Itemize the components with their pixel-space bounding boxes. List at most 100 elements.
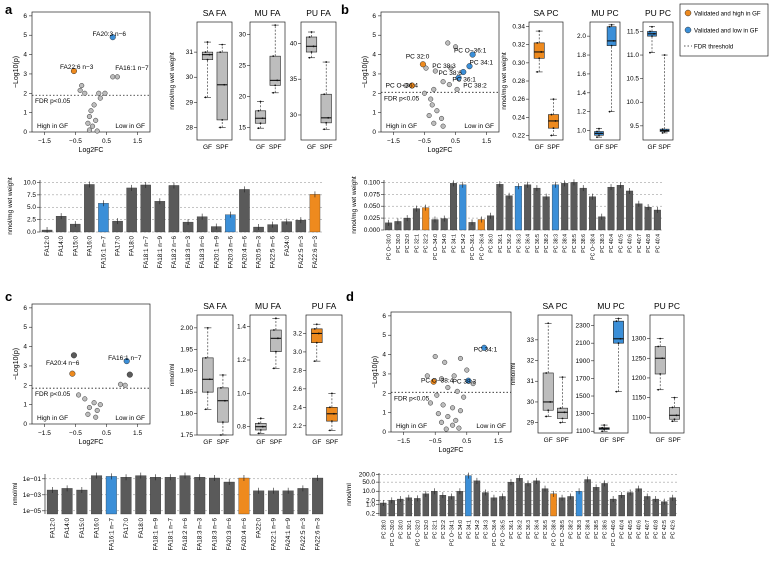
plot-frame [390,311,512,433]
point-label: PC O−38:4 [421,378,454,385]
y-tick-label: 2.2 [293,423,302,430]
category-label: PC 38:3 [577,520,583,539]
y-tick-label: 0.24 [512,114,525,121]
y-tick-label: 1100 [576,428,590,435]
category-label: FA22:5 n−6 [270,236,277,269]
category-label: FA18:0 [129,236,136,256]
category-label: PC O−36:1 [470,234,476,260]
data-point [550,113,553,116]
legend-blue-text: Validated and low in GF [694,28,759,35]
bar [309,194,321,233]
volcano-point [421,90,428,96]
data-point [538,30,541,32]
data-point [608,25,611,28]
bar [105,476,117,515]
data-point [275,317,277,320]
data-point [663,54,666,56]
volcano-point [424,373,430,379]
bar [505,195,513,231]
volcano-point [450,405,456,411]
y-tick-label: 3 [372,71,376,78]
data-point [220,434,222,436]
y-tick-label: 50.0 [362,479,375,486]
data-point [276,79,279,82]
volcano-point [79,82,85,89]
category-label: FA18:1 n−9 [157,236,164,269]
y-tick-label: 1900 [576,358,591,365]
boxplot-title: MU FA [255,8,281,18]
bar [459,184,467,231]
y-tick-label: 0.26 [512,96,525,103]
data-point [261,117,264,120]
volcano-point [438,419,445,425]
data-point [315,341,318,344]
volcano-point [434,392,440,398]
y-tick-label: 30 [527,399,535,406]
bar [541,488,549,517]
y-tick-label: 11.5 [627,28,640,35]
data-point [206,391,209,394]
y-tick-label: 1.75 [180,432,193,439]
bar-chart: 1e−05 1e−03 1e−01 nmol/ml FA12:0 FA14:0 FA15:0… [12,472,325,551]
category-label: FA12:0 [49,518,56,538]
group-label: GF [307,144,316,151]
category-label: FA16:0 [94,518,101,538]
x-tick-label: 0.5 [102,138,111,145]
high-in-gf-label: High in GF [37,415,68,422]
panel-letter: a [5,2,13,17]
y-tick-label: 30 [290,112,298,119]
box-spf [269,55,281,86]
category-label: PC 34:3 [483,520,489,539]
data-point [219,51,222,54]
volcano-point [122,382,128,388]
y-axis-label: nmol/mg wet weight [351,176,358,234]
volcano-point [70,352,77,359]
y-tick-label: 3 [382,371,386,378]
group-label: GF [256,144,265,151]
bar [450,183,457,231]
data-point [554,120,557,122]
y-tick-label: 0.025 [364,215,381,222]
data-point [257,432,260,435]
category-label: FA24:1 n−9 [285,518,292,551]
volcano-point [94,407,100,414]
volcano-point [97,402,103,408]
point-label: FA16:1 n−7 [108,355,142,362]
data-point [208,378,211,381]
group-label: GF [535,144,544,151]
bar-chart: 0.000 0.025 0.050 0.075 0.100 nmol/mg wet wei… [351,176,662,260]
volcano-point [123,358,130,365]
y-tick-label: 1.4 [237,324,246,331]
y-tick-label: 0 [382,429,386,436]
data-point [598,134,600,137]
group-label: SPF [605,144,618,151]
y-tick-label: 0.000 [364,227,381,234]
y-tick-label: 1 [382,410,386,417]
category-label: PC 34:0 [458,520,464,539]
category-label: FA12:0 [44,236,51,256]
data-point [671,420,674,423]
volcano-point [409,82,416,89]
y-tick-label: 1300 [632,336,647,343]
bar [422,207,430,231]
box-gf [305,36,318,53]
point-label: FA16:1 n−7 [115,65,149,72]
category-label: PC 38:3 [553,234,559,253]
category-label: FA20:3 n−6 [227,236,234,269]
y-tick-label: 4 [382,352,386,359]
group-label: SPF [658,144,671,151]
y-tick-label: 1300 [576,411,591,418]
data-point [671,406,674,409]
data-point [661,357,664,360]
category-label: PC O−38:4 [591,234,597,260]
bar [46,489,58,515]
x-tick-label: −0.5 [69,430,82,437]
data-point [659,373,662,375]
data-point [333,412,335,415]
y-tick-label: 4 [372,52,376,59]
volcano-point [85,411,91,417]
y-tick-label: 0.2 [366,510,375,517]
category-label: PC 38:6 [581,234,587,253]
volcano-point [481,344,488,351]
